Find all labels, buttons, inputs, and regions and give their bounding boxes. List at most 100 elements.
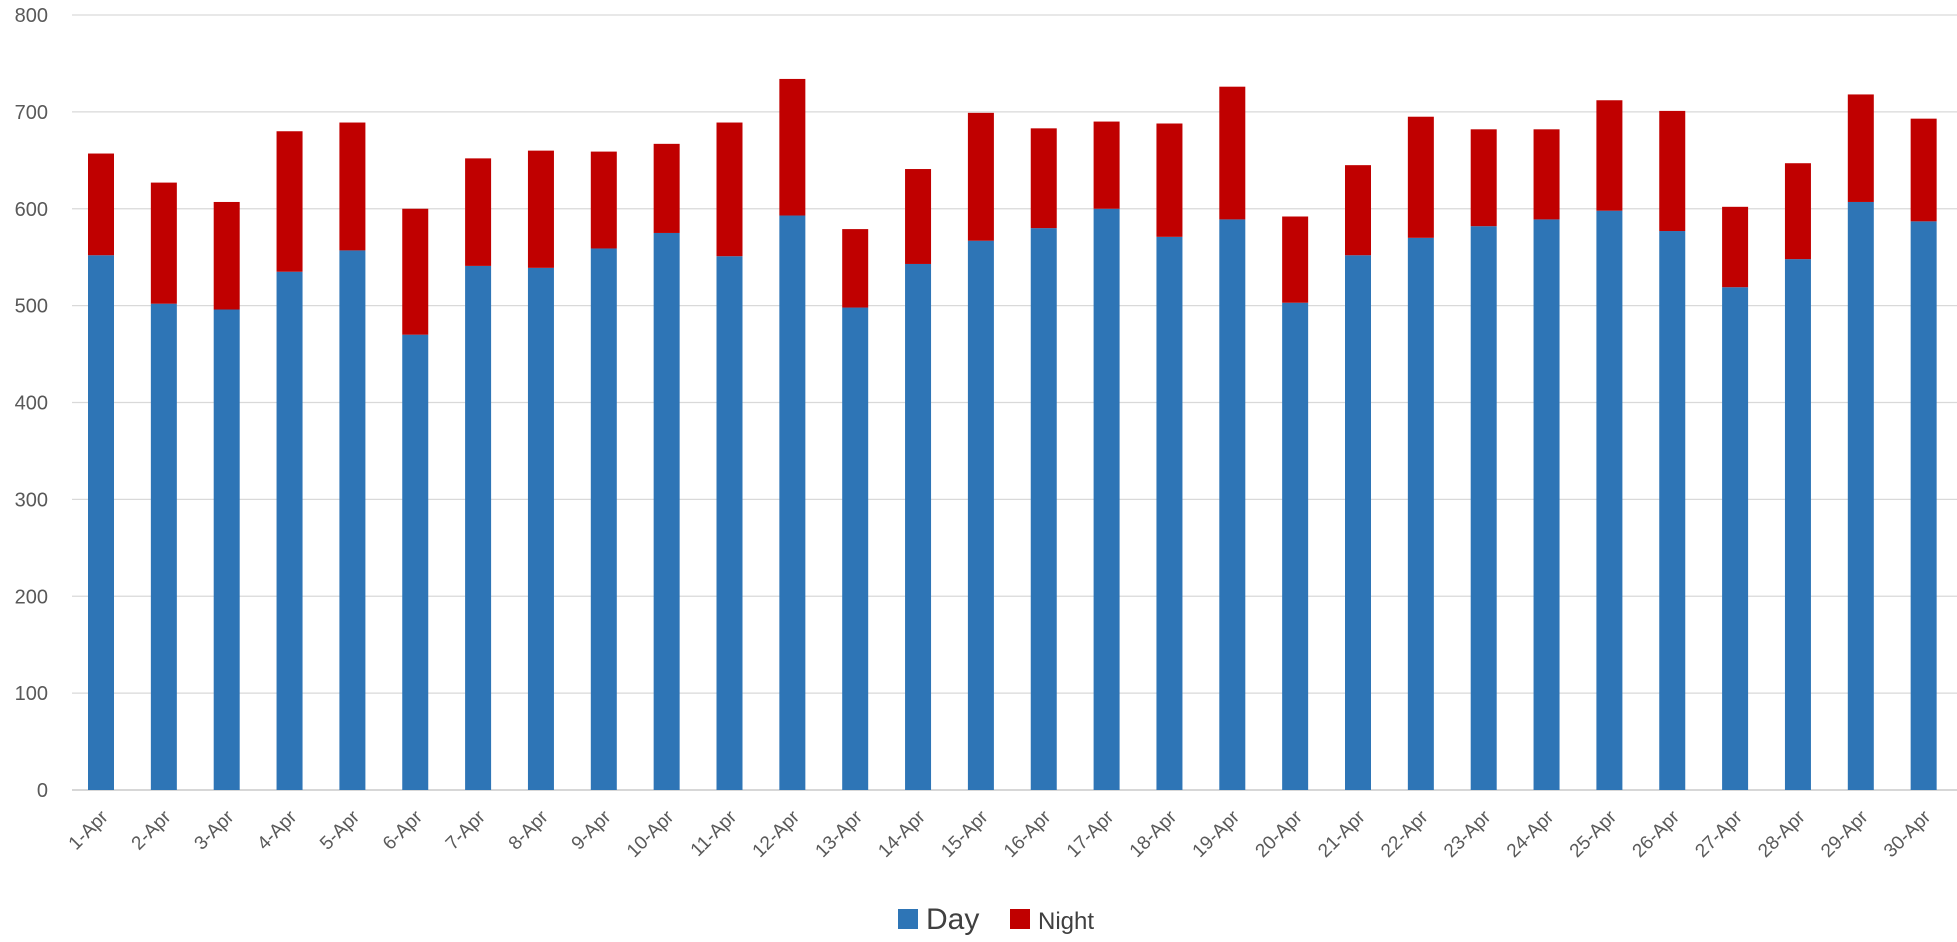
y-axis-tick-labels: 0 100 200 300 400 500 600 700 800 [15, 5, 48, 802]
x-tick-label: 19-Apr [1189, 806, 1245, 862]
bar-night-6-Apr [402, 208, 429, 335]
bar-day-9-Apr [590, 248, 617, 790]
bar-day-5-Apr [339, 250, 366, 790]
x-tick-label: 8-Apr [505, 806, 553, 854]
x-tick-label: 25-Apr [1566, 806, 1622, 862]
bar-day-22-Apr [1407, 237, 1434, 790]
bar-night-25-Apr [1596, 100, 1623, 211]
bar-day-1-Apr [88, 255, 114, 790]
x-tick-label: 1-Apr [65, 806, 113, 854]
x-tick-label: 23-Apr [1440, 806, 1496, 862]
y-tick-label: 400 [15, 393, 48, 415]
bar-day-23-Apr [1470, 226, 1497, 790]
bar-day-13-Apr [842, 307, 869, 790]
x-tick-label: 21-Apr [1314, 806, 1370, 862]
bar-day-26-Apr [1659, 231, 1686, 790]
bar-day-3-Apr [213, 309, 240, 790]
y-tick-label: 200 [15, 586, 48, 608]
bar-day-24-Apr [1533, 219, 1560, 790]
bar-night-8-Apr [527, 150, 554, 268]
bar-day-18-Apr [1156, 236, 1183, 790]
bar-day-2-Apr [150, 303, 177, 790]
bar-night-15-Apr [967, 112, 994, 241]
y-tick-label: 100 [15, 683, 48, 705]
x-tick-label: 28-Apr [1754, 806, 1810, 862]
x-tick-label: 16-Apr [1000, 806, 1056, 862]
bar-day-6-Apr [402, 334, 429, 790]
bar-day-20-Apr [1282, 302, 1309, 790]
x-tick-label: 15-Apr [937, 806, 993, 862]
bar-night-13-Apr [842, 229, 869, 308]
bar-day-19-Apr [1219, 219, 1246, 790]
bar-night-19-Apr [1219, 86, 1246, 220]
bar-day-25-Apr [1596, 210, 1623, 790]
bar-night-26-Apr [1659, 110, 1686, 232]
y-tick-label: 500 [15, 296, 48, 318]
bar-night-1-Apr [88, 153, 114, 256]
bar-day-11-Apr [716, 256, 743, 790]
x-tick-label: 14-Apr [874, 806, 930, 862]
bar-night-22-Apr [1407, 116, 1434, 238]
bar-day-15-Apr [967, 240, 994, 790]
x-tick-label: 5-Apr [316, 806, 364, 854]
bar-night-21-Apr [1345, 165, 1371, 256]
bar-night-3-Apr [213, 201, 240, 310]
x-tick-label: 26-Apr [1629, 806, 1685, 862]
gridlines [72, 14, 1957, 791]
x-tick-label: 7-Apr [442, 806, 490, 854]
legend: Day Night [898, 903, 1094, 936]
x-tick-label: 3-Apr [191, 806, 239, 854]
x-tick-label: 24-Apr [1503, 806, 1559, 862]
legend-swatch-night [1010, 909, 1030, 929]
bar-day-16-Apr [1030, 228, 1057, 790]
bar-night-30-Apr [1910, 118, 1937, 222]
y-tick-label: 800 [15, 5, 48, 27]
x-tick-label: 10-Apr [623, 806, 679, 862]
bar-day-12-Apr [779, 215, 806, 790]
x-tick-label: 22-Apr [1377, 806, 1433, 862]
bar-night-11-Apr [716, 122, 743, 257]
x-tick-label: 4-Apr [253, 806, 301, 854]
bar-night-9-Apr [590, 151, 617, 249]
x-axis-tick-labels: 1-Apr 2-Apr 3-Apr 4-Apr 5-Apr 6-Apr 7-Apr 8-Apr… [65, 806, 1936, 862]
bar-day-17-Apr [1093, 208, 1120, 790]
bar-night-28-Apr [1784, 163, 1811, 260]
bar-day-4-Apr [276, 271, 303, 790]
y-tick-label: 600 [15, 199, 48, 221]
bar-night-10-Apr [653, 143, 680, 233]
legend-label-night: Night [1038, 908, 1094, 935]
y-tick-label: 0 [37, 780, 48, 802]
x-tick-label: 30-Apr [1880, 806, 1936, 862]
bar-night-16-Apr [1030, 128, 1057, 229]
bar-night-14-Apr [905, 169, 932, 264]
bar-day-7-Apr [465, 265, 492, 790]
bar-night-17-Apr [1093, 121, 1120, 209]
y-tick-label: 300 [15, 489, 48, 511]
x-tick-label: 2-Apr [128, 806, 176, 854]
bar-day-8-Apr [527, 267, 554, 790]
bar-night-27-Apr [1722, 206, 1749, 288]
bar-night-5-Apr [339, 122, 366, 251]
x-tick-label: 11-Apr [687, 806, 742, 861]
bar-day-14-Apr [905, 263, 932, 790]
bar-day-30-Apr [1910, 221, 1937, 790]
bars [88, 78, 1937, 790]
x-tick-label: 17-Apr [1063, 806, 1119, 862]
bar-night-18-Apr [1156, 123, 1183, 237]
legend-label-day: Day [926, 903, 979, 936]
bar-night-12-Apr [779, 78, 806, 216]
x-tick-label: 13-Apr [812, 806, 868, 862]
x-tick-label: 20-Apr [1252, 806, 1308, 862]
bar-night-4-Apr [276, 131, 303, 272]
x-tick-label: 27-Apr [1691, 806, 1747, 862]
bar-night-29-Apr [1847, 94, 1874, 202]
y-tick-label: 700 [15, 102, 48, 124]
bar-night-7-Apr [465, 158, 492, 266]
bar-night-23-Apr [1470, 129, 1497, 227]
bar-day-28-Apr [1784, 259, 1811, 790]
bar-day-29-Apr [1847, 201, 1874, 790]
x-tick-label: 12-Apr [749, 806, 805, 862]
bar-day-21-Apr [1345, 255, 1371, 790]
